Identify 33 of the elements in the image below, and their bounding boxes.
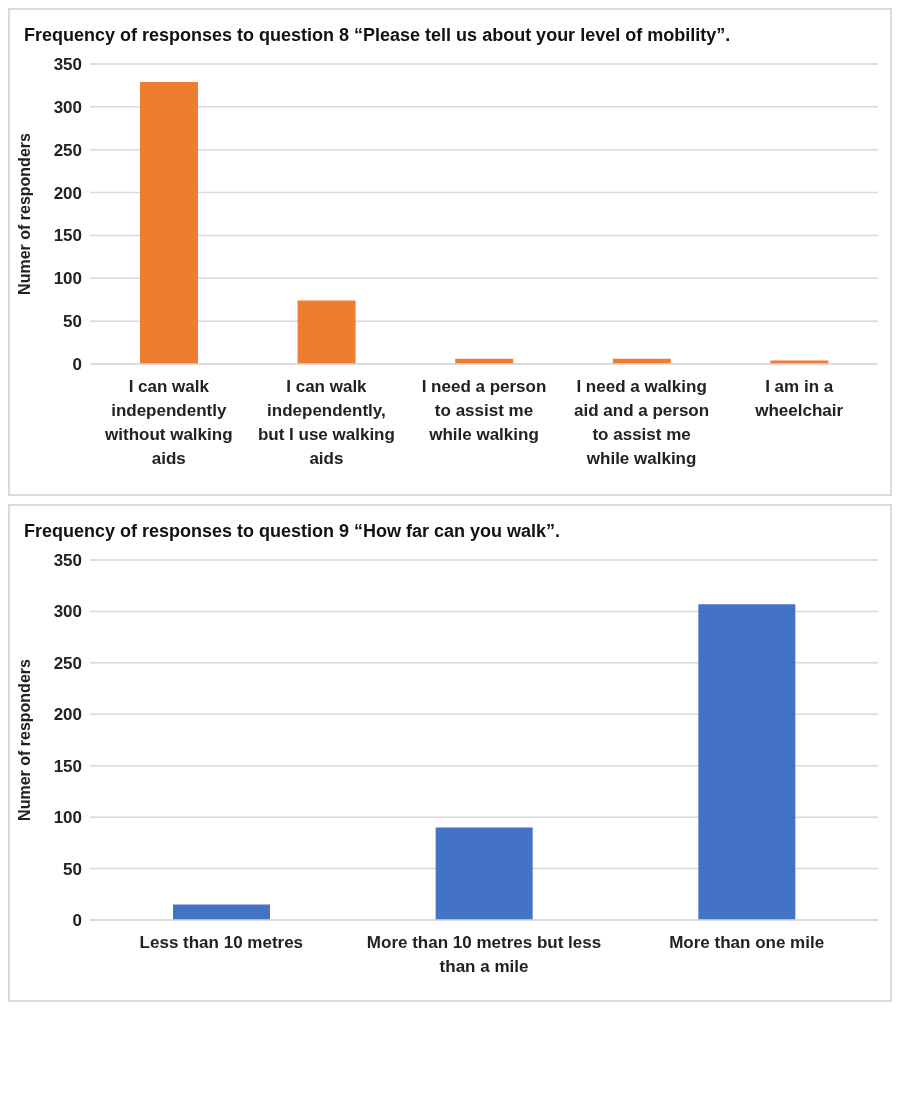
chart-title: Frequency of responses to question 8 “Please tell us about your level of mobility”. [23,24,732,47]
x-tick-label: I can walk independently without walking aids [104,377,233,468]
x-tick-label: More than 10 metres but less than a mile [366,933,602,976]
y-tick-label: 250 [53,653,82,673]
y-tick-label: 200 [53,705,82,725]
bar [173,904,270,920]
y-axis-title: Numer of responders [15,132,33,295]
y-tick-label: 50 [63,859,82,879]
y-tick-label: 50 [63,312,82,332]
x-tick-label: I need a person to assist me while walking [421,377,547,444]
x-tick-label: I can walk independently, but I use walking aids [257,377,395,468]
bar [698,604,796,920]
x-tick-label: Less than 10 metres [139,933,304,952]
y-tick-label: 300 [53,97,82,117]
y-tick-label: 0 [72,911,82,931]
y-tick-label: 350 [53,55,82,75]
y-tick-label: 100 [53,269,82,289]
x-tick-label: I am in a wheelchair [754,377,844,420]
x-tick-label: More than one mile [669,933,825,952]
y-tick-label: 150 [53,226,82,246]
chart-title: Frequency of responses to question 9 “How far can you walk”. [23,520,562,543]
y-tick-label: 200 [53,183,82,203]
y-tick-label: 100 [53,808,82,828]
bar [435,827,533,920]
y-tick-label: 150 [53,756,82,776]
x-tick-label: I need a walking aid and a person to assist me while walking [574,377,710,468]
y-tick-label: 300 [53,602,82,622]
y-axis-title: Numer of responders [15,658,33,821]
y-tick-label: 350 [53,551,82,571]
bar [140,82,198,364]
y-tick-label: 0 [72,355,82,375]
bar [297,300,356,364]
y-tick-label: 250 [53,140,82,160]
